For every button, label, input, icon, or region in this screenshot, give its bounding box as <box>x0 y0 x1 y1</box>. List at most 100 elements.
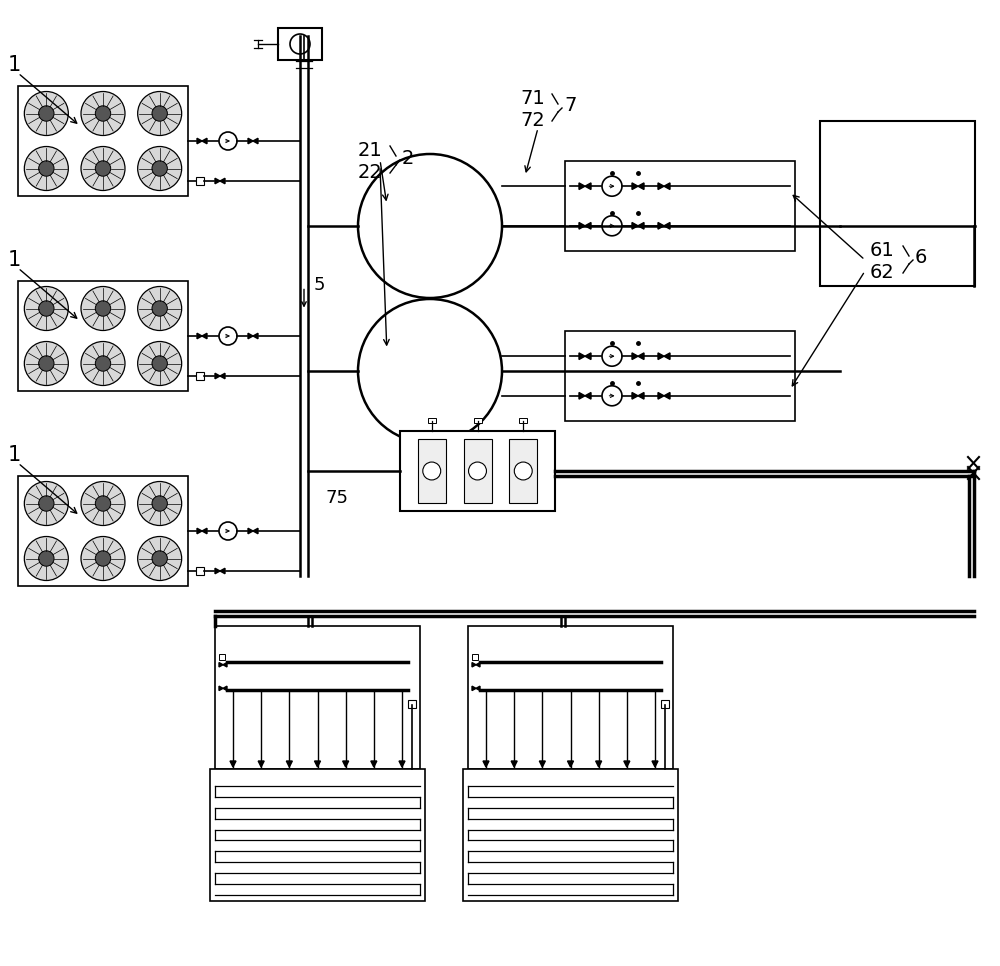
Bar <box>219 654 225 660</box>
Polygon shape <box>197 333 202 339</box>
Polygon shape <box>220 373 225 379</box>
Polygon shape <box>568 761 574 767</box>
Polygon shape <box>658 353 664 359</box>
Polygon shape <box>638 392 644 399</box>
Circle shape <box>24 287 68 330</box>
Polygon shape <box>596 761 602 767</box>
Bar <box>474 418 482 423</box>
Bar <box>468 626 673 769</box>
Bar <box>464 439 492 503</box>
Text: 7: 7 <box>564 96 576 115</box>
Circle shape <box>152 551 167 566</box>
Bar <box>472 654 478 660</box>
Polygon shape <box>585 353 591 359</box>
Circle shape <box>81 536 125 581</box>
Bar <box>408 699 416 707</box>
Bar <box>519 418 527 423</box>
Polygon shape <box>632 392 638 399</box>
Circle shape <box>81 147 125 190</box>
Polygon shape <box>472 663 476 667</box>
Text: 21: 21 <box>358 141 383 160</box>
Polygon shape <box>258 761 264 767</box>
Polygon shape <box>579 353 585 359</box>
Circle shape <box>219 522 237 540</box>
Circle shape <box>152 300 167 316</box>
Polygon shape <box>315 761 321 767</box>
Circle shape <box>138 536 182 581</box>
Bar <box>210 769 425 901</box>
Bar <box>418 439 446 503</box>
Polygon shape <box>253 138 258 144</box>
Text: 71: 71 <box>520 89 545 108</box>
Circle shape <box>152 160 167 176</box>
Polygon shape <box>579 222 585 229</box>
Text: 62: 62 <box>870 263 895 282</box>
Circle shape <box>469 462 486 480</box>
Circle shape <box>152 106 167 121</box>
Polygon shape <box>248 138 253 144</box>
Polygon shape <box>202 138 207 144</box>
Bar <box>18 476 188 586</box>
Text: 2: 2 <box>402 149 414 168</box>
Circle shape <box>24 342 68 385</box>
Circle shape <box>138 287 182 330</box>
Polygon shape <box>638 222 644 229</box>
Polygon shape <box>476 686 480 691</box>
Polygon shape <box>253 333 258 339</box>
Circle shape <box>138 147 182 190</box>
Polygon shape <box>472 686 476 691</box>
Circle shape <box>39 300 54 316</box>
Text: 5: 5 <box>314 276 326 295</box>
Polygon shape <box>197 528 202 534</box>
Polygon shape <box>579 183 585 189</box>
Polygon shape <box>223 663 227 667</box>
Polygon shape <box>220 568 225 574</box>
Polygon shape <box>664 392 670 399</box>
Polygon shape <box>248 333 253 339</box>
Circle shape <box>39 160 54 176</box>
Circle shape <box>39 496 54 511</box>
Text: 1: 1 <box>8 445 21 465</box>
Text: 61: 61 <box>870 241 895 260</box>
Polygon shape <box>638 353 644 359</box>
Polygon shape <box>223 686 227 691</box>
Circle shape <box>290 34 310 54</box>
Polygon shape <box>632 183 638 189</box>
Polygon shape <box>585 392 591 399</box>
Polygon shape <box>220 179 225 184</box>
Polygon shape <box>585 222 591 229</box>
Polygon shape <box>202 528 207 534</box>
Circle shape <box>24 92 68 135</box>
Bar <box>565 161 795 251</box>
Circle shape <box>138 92 182 135</box>
Polygon shape <box>215 179 220 184</box>
Bar <box>400 431 555 511</box>
Polygon shape <box>215 568 220 574</box>
Bar <box>565 331 795 421</box>
Polygon shape <box>658 222 664 229</box>
Polygon shape <box>579 392 585 399</box>
Polygon shape <box>197 138 202 144</box>
Polygon shape <box>632 353 638 359</box>
Circle shape <box>81 92 125 135</box>
Circle shape <box>138 342 182 385</box>
Polygon shape <box>253 528 258 534</box>
Polygon shape <box>638 183 644 189</box>
Polygon shape <box>399 761 405 767</box>
Circle shape <box>138 481 182 526</box>
Polygon shape <box>286 761 292 767</box>
Circle shape <box>152 355 167 371</box>
Circle shape <box>39 551 54 566</box>
Polygon shape <box>632 222 638 229</box>
Bar <box>18 281 188 391</box>
Bar <box>215 626 420 769</box>
Circle shape <box>219 327 237 345</box>
Circle shape <box>24 536 68 581</box>
Circle shape <box>423 462 441 480</box>
Polygon shape <box>343 761 349 767</box>
Bar <box>196 177 204 185</box>
Polygon shape <box>585 183 591 189</box>
Circle shape <box>95 160 111 176</box>
Circle shape <box>81 342 125 385</box>
Polygon shape <box>215 373 220 379</box>
